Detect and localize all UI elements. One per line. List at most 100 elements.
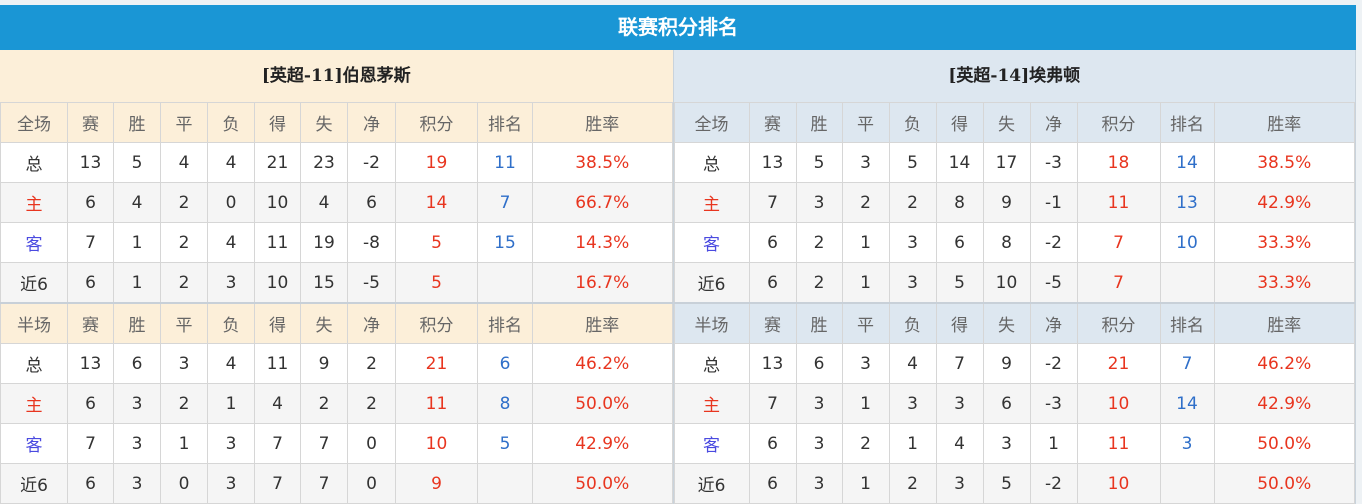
stat-cell: 6	[748, 423, 797, 464]
stat-cell: 3	[935, 463, 984, 504]
stat-cell: 14.3%	[532, 222, 673, 263]
stat-cell: 3	[795, 463, 843, 504]
column-header: 半场	[0, 302, 68, 344]
stat-cell: 3	[207, 423, 255, 464]
table-row: 总 13 6 3 4 7 9 -2 21 7 46.2%	[673, 343, 1355, 384]
column-header: 胜	[113, 102, 161, 143]
row-label: 总	[0, 343, 68, 384]
stat-cell: 3	[113, 383, 161, 424]
stat-cell: 14	[1159, 142, 1215, 183]
column-header: 胜率	[532, 302, 673, 344]
team-name: [英超-14]埃弗顿	[673, 50, 1355, 102]
stat-cell: 10	[1159, 222, 1215, 263]
table-row: 主 6 4 2 0 10 4 6 14 7 66.7%	[0, 182, 673, 223]
stat-cell: 66.7%	[532, 182, 673, 223]
column-header: 平	[841, 302, 890, 344]
stat-cell: 2	[888, 182, 937, 223]
stat-cell: 19	[395, 142, 478, 183]
stat-cell: 6	[67, 182, 114, 223]
stat-cell: 0	[347, 463, 396, 504]
column-header: 积分	[395, 302, 478, 344]
stat-cell: 5	[395, 262, 478, 304]
stat-cell	[1159, 463, 1215, 504]
stat-cell: 0	[160, 463, 208, 504]
stat-cell: 3	[160, 343, 208, 384]
column-header: 全场	[0, 102, 68, 143]
column-header: 负	[888, 302, 937, 344]
stat-cell: 3	[935, 383, 984, 424]
stat-cell: 6	[67, 463, 114, 504]
stat-cell: 0	[207, 182, 255, 223]
stat-cell: 2	[160, 262, 208, 304]
row-label: 近6	[0, 463, 68, 504]
stat-cell: 2	[347, 343, 396, 384]
column-header: 平	[160, 102, 208, 143]
row-label: 客	[0, 423, 68, 464]
stat-cell: 1	[1029, 423, 1078, 464]
column-header: 净	[1029, 102, 1078, 143]
stat-cell: -3	[1029, 142, 1078, 183]
stat-cell: 2	[795, 262, 843, 304]
column-header: 得	[935, 302, 984, 344]
stat-cell: 3	[113, 463, 161, 504]
stat-cell: 11	[254, 343, 301, 384]
stat-cell: 15	[477, 222, 533, 263]
stat-cell: -2	[1029, 463, 1078, 504]
stat-cell: 11	[1076, 182, 1161, 223]
standings-table: 全场赛胜平负得失净积分 排名 胜率总 13 5 3 5 14 17 -3 18 14 38.5% 主 7 3 2…	[673, 102, 1356, 504]
table-row: 总 13 6 3 4 11 9 2 21 6 46.2%	[0, 343, 673, 384]
table-row: 客 7 3 1 3 7 7 0 10 5 42.9%	[0, 423, 673, 464]
stat-cell: 19	[300, 222, 348, 263]
standings-table: 全场赛胜平负得失净积分 排名 胜率总 13 5 4 4 21 23 -2 19 11 38.5% 主 6 4 2…	[0, 102, 673, 504]
stat-cell: 2	[841, 182, 890, 223]
row-label: 主	[673, 383, 750, 424]
stat-cell: 11	[395, 383, 478, 424]
stat-cell: 7	[1076, 222, 1161, 263]
column-header: 负	[207, 102, 255, 143]
stat-cell: 1	[888, 423, 937, 464]
stat-cell: 6	[748, 262, 797, 304]
stat-cell: -1	[1029, 182, 1078, 223]
stat-cell: 2	[160, 222, 208, 263]
stat-cell: 7	[1076, 262, 1161, 304]
stat-cell: 3	[888, 262, 937, 304]
column-header: 得	[935, 102, 984, 143]
away-team-standings: [英超-14]埃弗顿 全场赛胜平负得失净积分 排名 胜率总 13 5 3 5 14 17 -3 18…	[673, 50, 1356, 504]
stat-cell: 10	[254, 182, 301, 223]
stat-cell: 7	[300, 423, 348, 464]
stat-cell: 6	[748, 222, 797, 263]
stat-cell: 46.2%	[1213, 343, 1355, 384]
stat-cell: 4	[160, 142, 208, 183]
stat-cell: 7	[748, 182, 797, 223]
stat-cell: 11	[477, 142, 533, 183]
stat-cell: 13	[748, 142, 797, 183]
stat-cell: 42.9%	[1213, 383, 1355, 424]
stat-cell: 42.9%	[532, 423, 673, 464]
stat-cell	[477, 262, 533, 304]
stat-cell: 13	[748, 343, 797, 384]
stat-cell: 5	[395, 222, 478, 263]
stat-cell: 5	[935, 262, 984, 304]
stat-cell: 6	[113, 343, 161, 384]
stat-cell: 6	[67, 383, 114, 424]
stat-cell: 5	[113, 142, 161, 183]
stat-cell: 2	[795, 222, 843, 263]
stat-cell: 0	[347, 423, 396, 464]
stat-cell: 4	[207, 222, 255, 263]
stat-cell: 8	[982, 222, 1031, 263]
stat-cell: 15	[300, 262, 348, 304]
stat-cell: 10	[982, 262, 1031, 304]
stat-cell: 6	[748, 463, 797, 504]
stat-cell: 14	[1159, 383, 1215, 424]
stat-cell: 2	[888, 463, 937, 504]
table-row: 总 13 5 4 4 21 23 -2 19 11 38.5%	[0, 142, 673, 183]
stat-cell: 3	[841, 343, 890, 384]
stat-cell: 4	[300, 182, 348, 223]
stat-cell: 9	[982, 343, 1031, 384]
stat-cell: 5	[982, 463, 1031, 504]
stat-cell: 2	[841, 423, 890, 464]
stat-cell: 7	[254, 463, 301, 504]
stat-cell: -5	[1029, 262, 1078, 304]
table-row: 总 13 5 3 5 14 17 -3 18 14 38.5%	[673, 142, 1355, 183]
column-header: 得	[254, 102, 301, 143]
